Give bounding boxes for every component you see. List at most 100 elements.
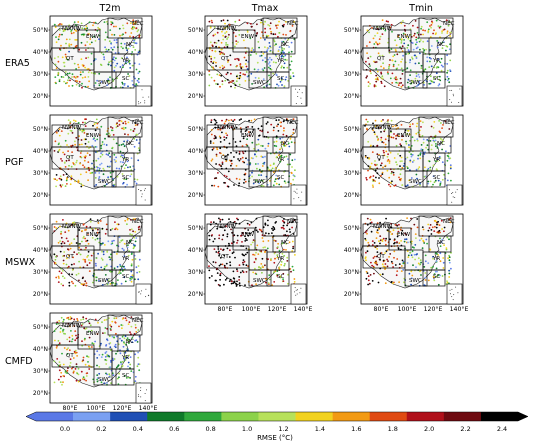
station-point xyxy=(91,342,94,345)
station-point xyxy=(120,239,123,242)
station-point xyxy=(381,141,384,143)
station-point xyxy=(235,40,238,42)
station-point xyxy=(277,130,280,132)
station-point xyxy=(123,167,126,170)
region-box xyxy=(248,249,268,271)
station-point xyxy=(215,155,218,157)
station-point xyxy=(445,248,448,251)
station-point xyxy=(53,178,56,180)
station-point xyxy=(239,158,242,160)
station-point xyxy=(375,41,377,44)
station-point xyxy=(216,73,219,76)
station-point xyxy=(68,159,70,162)
station-point xyxy=(407,52,410,55)
map-panel-pgf-tmin: NWNW ENW NEC NC QT YR SWC SC 50°N 40°N 30°N 20°N xyxy=(341,114,464,211)
station-point xyxy=(86,27,89,30)
station-point xyxy=(59,48,61,50)
station-point xyxy=(366,128,368,131)
region-box xyxy=(77,128,101,152)
station-point xyxy=(62,61,65,64)
station-point xyxy=(283,180,286,183)
station-point xyxy=(79,71,82,73)
station-point xyxy=(291,159,294,162)
station-point xyxy=(234,141,237,143)
island-dot xyxy=(450,293,451,295)
station-point xyxy=(390,233,393,235)
station-point xyxy=(108,375,111,378)
station-point xyxy=(69,325,71,328)
station-point xyxy=(58,134,61,137)
station-point xyxy=(414,62,417,65)
station-point xyxy=(112,80,114,82)
station-point xyxy=(99,220,102,222)
station-point xyxy=(430,125,433,128)
station-point xyxy=(415,72,418,75)
station-point xyxy=(111,227,114,230)
station-point xyxy=(128,321,131,323)
station-point xyxy=(446,54,448,57)
station-point xyxy=(369,176,371,179)
station-point xyxy=(56,345,58,347)
station-point xyxy=(384,143,387,146)
station-point xyxy=(66,183,68,185)
station-point xyxy=(61,240,64,243)
station-point xyxy=(419,120,422,122)
station-point xyxy=(71,84,74,87)
island-dot xyxy=(144,199,146,201)
station-point xyxy=(277,242,279,245)
station-point xyxy=(66,72,69,75)
station-point xyxy=(215,61,217,64)
station-point xyxy=(84,261,87,263)
station-point xyxy=(132,21,135,24)
island-dot xyxy=(144,100,146,102)
station-point xyxy=(273,171,275,174)
region-box xyxy=(266,269,290,287)
station-point xyxy=(98,167,101,170)
row-label-cmfd: CMFD xyxy=(5,356,33,367)
station-point xyxy=(68,164,70,167)
station-point xyxy=(449,166,452,168)
station-point xyxy=(401,160,403,162)
station-point xyxy=(368,31,370,34)
station-point xyxy=(234,45,236,48)
station-point xyxy=(385,243,387,246)
station-point xyxy=(413,253,416,256)
station-point xyxy=(133,39,135,42)
island-dot xyxy=(451,89,453,91)
station-point xyxy=(111,61,114,64)
station-point xyxy=(240,234,243,237)
station-point xyxy=(226,247,229,250)
station-point xyxy=(239,72,242,74)
station-point xyxy=(255,283,257,286)
station-point xyxy=(419,52,421,55)
station-point xyxy=(255,229,258,232)
station-point xyxy=(394,39,396,42)
station-point xyxy=(103,143,106,146)
station-point xyxy=(245,126,248,129)
station-point xyxy=(283,127,285,129)
station-point xyxy=(73,119,75,122)
station-point xyxy=(107,78,110,81)
island-dot xyxy=(451,193,453,194)
station-point xyxy=(121,83,124,85)
station-point xyxy=(85,49,87,51)
station-point xyxy=(380,65,382,68)
station-point xyxy=(272,72,274,75)
station-point xyxy=(440,69,443,72)
station-point xyxy=(61,160,63,162)
station-point xyxy=(209,142,212,144)
station-point xyxy=(260,229,262,232)
station-point xyxy=(271,227,273,230)
station-point xyxy=(224,266,226,269)
station-point xyxy=(129,377,131,379)
station-point xyxy=(96,79,98,82)
station-point xyxy=(378,159,381,161)
station-point xyxy=(110,47,113,49)
station-point xyxy=(125,339,128,341)
station-point xyxy=(228,218,230,220)
station-point xyxy=(373,85,376,88)
station-point xyxy=(115,126,118,129)
station-point xyxy=(106,251,109,253)
region-label-qt: QT xyxy=(377,155,385,161)
station-point xyxy=(109,346,112,349)
